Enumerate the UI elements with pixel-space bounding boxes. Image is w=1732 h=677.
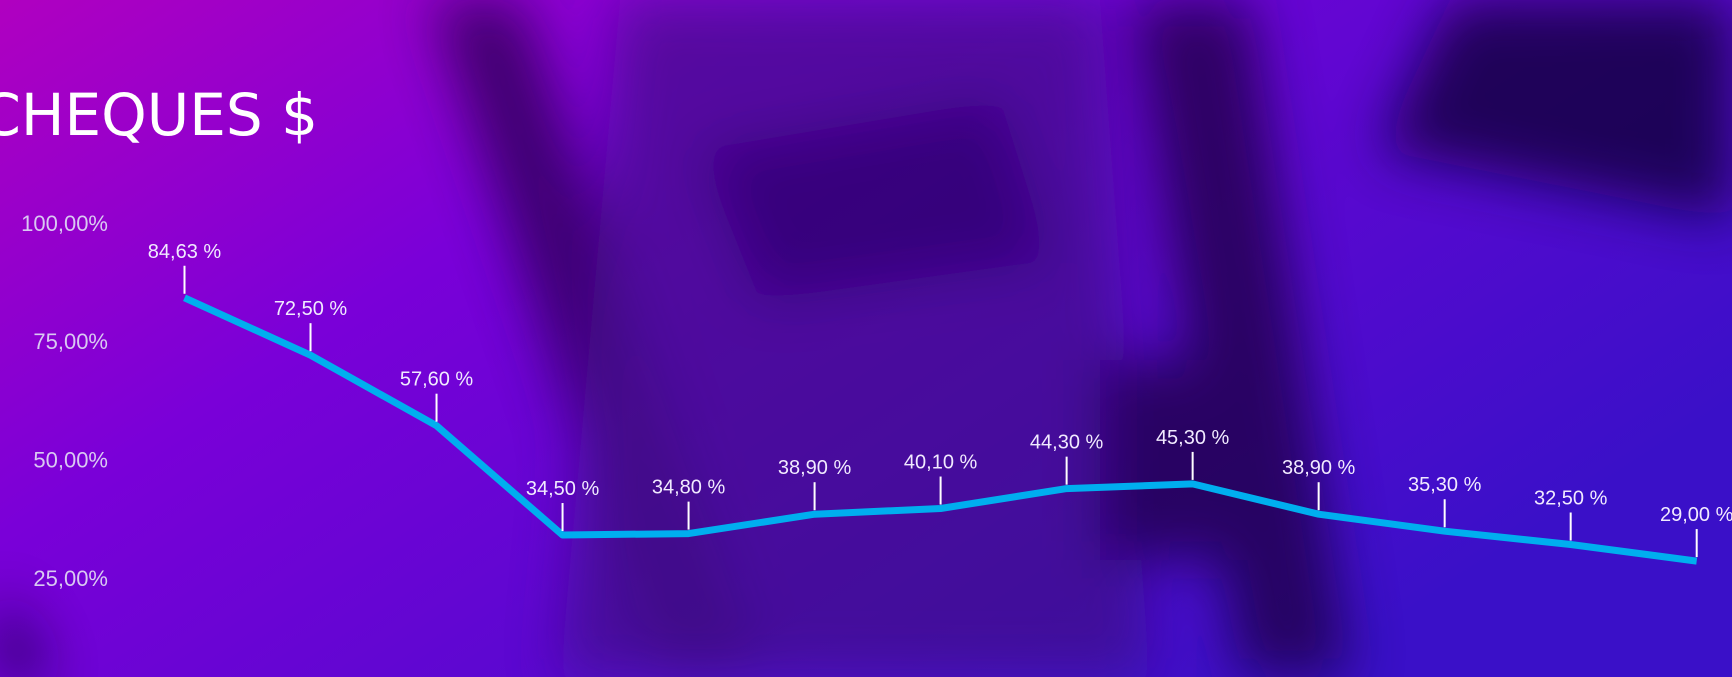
data-label: 38,90 %: [778, 457, 852, 479]
data-label: 44,30 %: [1030, 432, 1104, 454]
data-label: 84,63 %: [148, 241, 222, 263]
data-label: 32,50 %: [1534, 488, 1608, 510]
data-label: 34,80 %: [652, 477, 726, 499]
y-tick-label: 75,00%: [33, 329, 108, 354]
chart-title: CHEQUES $: [0, 81, 318, 149]
data-label: 57,60 %: [400, 369, 474, 391]
data-label: 38,90 %: [1282, 457, 1356, 479]
data-label: 29,00 %: [1660, 504, 1732, 526]
data-label: 35,30 %: [1408, 474, 1482, 496]
data-label: 45,30 %: [1156, 427, 1230, 449]
plot: 25,00% 50,00% 75,00% 100,00% 84,63 % 72,50 % 5…: [21, 211, 1732, 591]
data-label: 40,10 %: [904, 452, 978, 474]
line: [183, 294, 1698, 565]
data-label: 34,50 %: [526, 478, 600, 500]
y-tick-label: 50,00%: [33, 447, 108, 472]
data-label: 72,50 %: [274, 298, 348, 320]
y-tick-label: 25,00%: [33, 566, 108, 591]
y-tick-label: 100,00%: [21, 211, 108, 236]
